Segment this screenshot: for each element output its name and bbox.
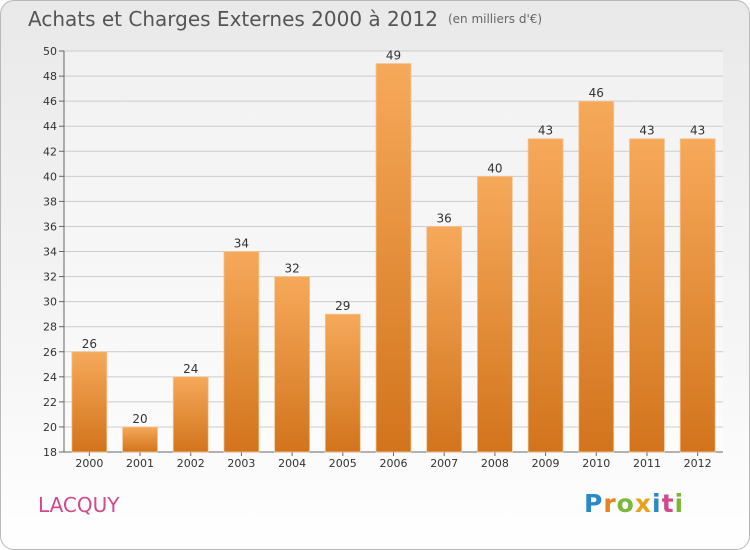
logo-letter: x	[634, 489, 652, 518]
bar	[476, 175, 513, 453]
x-tick-label: 2006	[380, 457, 408, 470]
data-label: 26	[82, 337, 97, 351]
bar	[274, 276, 311, 453]
y-tick-label: 46	[43, 95, 57, 108]
x-tick-label: 2010	[582, 457, 610, 470]
bar	[426, 226, 463, 453]
bar	[122, 426, 158, 453]
data-label: 40	[487, 161, 502, 175]
x-tick-label: 2004	[278, 457, 306, 470]
chart-title-text: Achats et Charges Externes 2000 à 2012	[28, 7, 438, 31]
x-tick-label: 2008	[481, 457, 509, 470]
y-tick-label: 30	[43, 296, 57, 309]
bar	[578, 100, 615, 453]
x-tick-labels: 2000 2001 2002 2003 2004 2005 2006 2007 2008 2009…	[75, 457, 711, 470]
logo-letter: o	[616, 489, 635, 518]
data-label: 34	[234, 237, 249, 251]
x-tick-label: 2003	[227, 457, 255, 470]
data-label: 36	[437, 211, 452, 225]
y-tick-label: 32	[43, 271, 57, 284]
bars	[71, 63, 716, 453]
y-tick-label: 38	[43, 195, 57, 208]
bar	[324, 313, 361, 453]
data-label: 24	[183, 362, 198, 376]
y-tick-label: 34	[43, 246, 57, 259]
y-tick-label: 44	[43, 120, 57, 133]
data-label: 43	[538, 124, 553, 138]
data-label: 46	[589, 86, 604, 100]
y-tick-label: 22	[43, 396, 57, 409]
y-tick-label: 36	[43, 220, 57, 233]
data-label: 29	[335, 299, 350, 313]
bar	[375, 63, 412, 453]
data-label: 20	[132, 412, 147, 426]
y-tick-label: 20	[43, 421, 57, 434]
bar	[172, 376, 209, 453]
x-tick-label: 2002	[177, 457, 205, 470]
y-tick-label: 40	[43, 170, 57, 183]
logo-letter: P	[584, 489, 604, 518]
chart-unit: (en milliers d'€)	[447, 12, 543, 26]
bar	[223, 251, 260, 453]
y-tick-label: 26	[43, 346, 57, 359]
logo-letter: r	[603, 489, 617, 518]
bar	[629, 138, 665, 453]
data-labels: 26 20 24 34 32 29 49 36 40 43 46 43 43	[82, 49, 706, 426]
logo-letter: i	[674, 489, 685, 518]
y-tick-label: 48	[43, 70, 57, 83]
x-tick-label: 2007	[430, 457, 458, 470]
y-tick-label: 42	[43, 145, 57, 158]
bar	[71, 351, 108, 453]
y-tick-label: 28	[43, 321, 57, 334]
y-tick-labels: 18 20 22 24 26 28 30 32 34 36 38 40 42 44 46 48 50	[43, 45, 57, 459]
data-label: 49	[386, 49, 401, 63]
logo-letter: i	[652, 489, 662, 518]
bar	[527, 138, 564, 453]
x-tick-label: 2011	[633, 457, 661, 470]
y-tick-label: 18	[43, 446, 57, 459]
y-tick-label: 24	[43, 371, 57, 384]
x-tick-label: 2012	[684, 457, 712, 470]
data-label: 43	[639, 124, 654, 138]
x-tick-label: 2009	[532, 457, 560, 470]
data-label: 43	[690, 124, 705, 138]
x-tick-label: 2005	[329, 457, 357, 470]
x-tick-label: 2000	[75, 457, 103, 470]
x-tick-label: 2001	[126, 457, 154, 470]
chart-title: Achats et Charges Externes 2000 à 2012 (e…	[28, 7, 542, 31]
proxiti-logo[interactable]: Proxiti	[584, 489, 684, 518]
commune-name: LACQUY	[38, 493, 120, 517]
data-label: 32	[284, 262, 299, 276]
logo-letter: t	[661, 489, 675, 518]
y-tick-label: 50	[43, 45, 57, 58]
bar	[679, 138, 716, 453]
